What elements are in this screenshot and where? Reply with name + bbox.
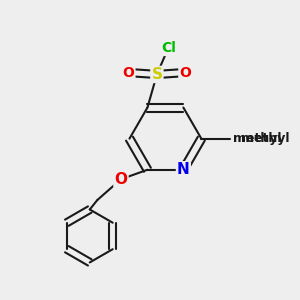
Text: O: O [179,66,191,80]
Text: O: O [115,172,128,187]
Text: O: O [123,66,134,80]
Text: S: S [152,67,162,82]
Text: methyl: methyl [241,132,290,145]
Text: methyl: methyl [233,132,282,145]
Text: Cl: Cl [161,41,176,55]
Text: N: N [177,162,190,177]
